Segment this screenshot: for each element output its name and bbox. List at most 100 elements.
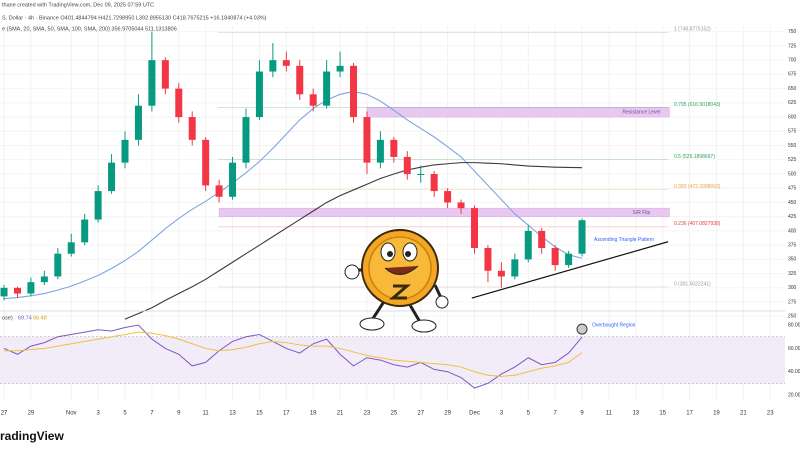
- candle-body: [81, 219, 89, 243]
- rsi-tick-label: 20.00: [788, 392, 800, 398]
- candle-body: [202, 139, 210, 186]
- candle-body: [94, 191, 102, 220]
- candle-body: [148, 60, 156, 106]
- candle-body: [524, 230, 532, 260]
- candle-body: [350, 65, 358, 118]
- rsi-tick-label: 40.00: [788, 369, 800, 375]
- x-tick-label: 23: [364, 411, 371, 417]
- candle-body: [269, 60, 277, 72]
- x-tick-label: 15: [659, 411, 666, 417]
- rsi-line: [3, 324, 583, 389]
- x-tick-label: 15: [256, 411, 263, 417]
- mascot: [344, 229, 449, 333]
- ma-line: [124, 162, 583, 320]
- fib-label: 0.5 (525.1898697): [674, 154, 715, 160]
- fib-label: 0.236 (407.0827938): [674, 221, 721, 227]
- y-tick-label: 525: [788, 157, 797, 163]
- y-tick-label: 725: [788, 43, 797, 49]
- x-tick-label: 17: [283, 411, 290, 417]
- x-tick-label: 5: [123, 411, 127, 417]
- y-tick-label: 675: [788, 72, 797, 78]
- x-tick-label: 7: [150, 411, 154, 417]
- fib-label: 0.382 (472.3998993): [674, 184, 721, 190]
- candle-body: [161, 60, 169, 89]
- header-line: S. Dollar · 4h · Binance O401.4844794 H4…: [2, 15, 267, 21]
- y-tick-label: 400: [788, 228, 797, 234]
- rsi-annotation: Overbought Region: [592, 322, 636, 328]
- candle-body: [363, 117, 371, 163]
- y-tick-label: 275: [788, 299, 797, 305]
- rsi-label: ose): [2, 315, 13, 321]
- fib-label: 0.705 (616.9018043): [674, 102, 721, 108]
- x-tick-label: 27: [417, 411, 424, 417]
- x-tick-label: 25: [391, 411, 398, 417]
- y-tick-label: 500: [788, 171, 797, 177]
- y-tick-label: 250: [788, 314, 797, 320]
- x-tick-label: 17: [686, 411, 693, 417]
- candle-body: [457, 202, 465, 209]
- candle-body: [134, 105, 142, 140]
- candle-body: [67, 242, 75, 254]
- candle-body: [390, 139, 398, 157]
- candle-body: [229, 162, 237, 197]
- trendline: [471, 241, 669, 299]
- header-line: thane created with TradingView.com, Dec …: [2, 2, 154, 8]
- x-tick-label: 29: [28, 411, 35, 417]
- zone-label: Resistance Level: [622, 110, 660, 116]
- logo: radingView: [0, 429, 64, 443]
- trendline-label: Ascending Triangle Pattern: [594, 237, 654, 243]
- y-tick-label: 625: [788, 100, 797, 106]
- x-tick-label: 7: [553, 411, 557, 417]
- candle-body: [121, 139, 129, 163]
- candle-body: [430, 174, 438, 192]
- rsi-tick-label: 60.00: [788, 346, 800, 352]
- x-tick-label: 11: [606, 411, 613, 417]
- candle-body: [417, 174, 425, 175]
- y-tick-label: 300: [788, 285, 797, 291]
- x-tick-label: 19: [310, 411, 317, 417]
- fib-label: 0 (301.5022241): [674, 281, 711, 287]
- candle-body: [578, 220, 586, 254]
- candle-body: [403, 156, 411, 174]
- x-tick-label: 21: [740, 411, 747, 417]
- rsi-ma-value: 56.48: [33, 315, 47, 321]
- candle-body: [175, 88, 183, 118]
- header-line: e (SMA, 20, SMA, 50, SMA, 100, SMA, 200)…: [2, 26, 177, 32]
- candle-body: [309, 94, 317, 106]
- candle-body: [255, 71, 263, 118]
- candle-body: [336, 65, 344, 72]
- candle-body: [551, 248, 559, 266]
- candle-body: [282, 60, 290, 66]
- candle-body: [242, 117, 250, 163]
- y-tick-label: 425: [788, 214, 797, 220]
- candle-body: [538, 230, 546, 248]
- x-tick-label: Dec: [469, 411, 480, 417]
- candle-body: [484, 248, 492, 271]
- candle-body: [108, 162, 116, 192]
- y-tick-label: 600: [788, 114, 797, 120]
- candle-body: [323, 71, 331, 106]
- candle-body: [27, 282, 35, 294]
- candle-body: [40, 276, 48, 283]
- y-tick-label: 650: [788, 86, 797, 92]
- x-tick-label: 5: [527, 411, 531, 417]
- y-tick-label: 550: [788, 143, 797, 149]
- y-tick-label: 375: [788, 242, 797, 248]
- y-tick-label: 450: [788, 200, 797, 206]
- x-tick-label: 19: [713, 411, 720, 417]
- y-tick-label: 750: [788, 29, 797, 35]
- y-tick-label: 325: [788, 271, 797, 277]
- rsi-tick-label: 80.00: [788, 322, 800, 328]
- candle-body: [296, 65, 304, 95]
- x-tick-label: 3: [96, 411, 100, 417]
- x-tick-label: 3: [500, 411, 504, 417]
- x-tick-label: 11: [203, 411, 210, 417]
- candle-body: [13, 287, 21, 294]
- x-tick-label: 13: [632, 411, 639, 417]
- x-tick-label: 27: [1, 411, 8, 417]
- candle-body: [444, 191, 452, 203]
- x-tick-label: Nov: [66, 411, 77, 417]
- y-tick-label: 700: [788, 57, 797, 63]
